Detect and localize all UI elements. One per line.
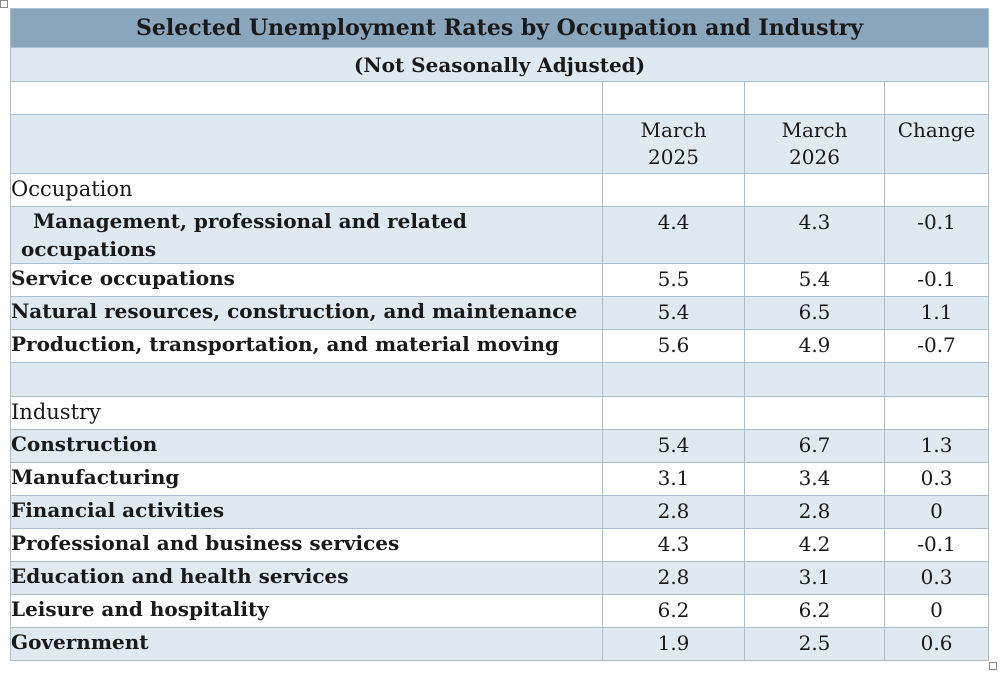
row-label: Management, professional and related occ… bbox=[10, 206, 603, 264]
header-label-cell bbox=[10, 114, 603, 174]
value-2026: 2.5 bbox=[744, 627, 885, 661]
value-2026: 6.2 bbox=[744, 594, 885, 628]
empty-cell bbox=[883, 396, 990, 430]
value-2026: 5.4 bbox=[744, 263, 885, 297]
row-label: Financial activities bbox=[10, 495, 603, 529]
value-change: -0.1 bbox=[883, 206, 990, 264]
value-2026: 4.3 bbox=[744, 206, 885, 264]
table-row: Service occupations 5.5 5.4 -0.1 bbox=[10, 263, 990, 297]
value-change: -0.1 bbox=[883, 528, 990, 562]
table-row: Manufacturing 3.1 3.4 0.3 bbox=[10, 462, 990, 496]
value-2026: 2.8 bbox=[744, 495, 885, 529]
empty-cell bbox=[744, 362, 885, 397]
row-label: Professional and business services bbox=[10, 528, 603, 562]
value-change: 0.3 bbox=[883, 561, 990, 595]
value-change: -0.1 bbox=[883, 263, 990, 297]
table-row: Management, professional and related occ… bbox=[10, 206, 990, 264]
table-row: Construction 5.4 6.7 1.3 bbox=[10, 429, 990, 463]
value-2026: 6.7 bbox=[744, 429, 885, 463]
empty-cell bbox=[744, 173, 885, 207]
value-2025: 2.8 bbox=[602, 561, 745, 595]
row-label: Government bbox=[10, 627, 603, 661]
value-2026: 4.2 bbox=[744, 528, 885, 562]
table-row: Financial activities 2.8 2.8 0 bbox=[10, 495, 990, 529]
empty-cell bbox=[883, 362, 990, 397]
value-change: 1.1 bbox=[883, 296, 990, 330]
empty-cell bbox=[602, 396, 745, 430]
empty-cell bbox=[744, 396, 885, 430]
table-row: Leisure and hospitality 6.2 6.2 0 bbox=[10, 594, 990, 628]
value-change: -0.7 bbox=[883, 329, 990, 363]
value-change: 0 bbox=[883, 594, 990, 628]
value-change: 0.6 bbox=[883, 627, 990, 661]
table-subtitle: (Not Seasonally Adjusted) bbox=[9, 47, 990, 82]
value-2026: 3.4 bbox=[744, 462, 885, 496]
section-label-industry: Industry bbox=[10, 396, 603, 430]
section-label-occupation: Occupation bbox=[10, 173, 603, 207]
table-row: Government 1.9 2.5 0.6 bbox=[10, 627, 990, 661]
table-title: Selected Unemployment Rates by Occupatio… bbox=[9, 8, 990, 48]
empty-cell bbox=[10, 362, 603, 397]
table-row: Natural resources, construction, and mai… bbox=[10, 296, 990, 330]
header-change: Change bbox=[883, 114, 990, 174]
value-2026: 4.9 bbox=[744, 329, 885, 363]
value-change: 0 bbox=[883, 495, 990, 529]
value-2025: 5.4 bbox=[602, 429, 745, 463]
table-row: Professional and business services 4.3 4… bbox=[10, 528, 990, 562]
row-label: Construction bbox=[10, 429, 603, 463]
header-march-2025: March 2025 bbox=[602, 114, 745, 174]
table-resize-handle-bottom-right[interactable] bbox=[989, 662, 997, 670]
value-2025: 6.2 bbox=[602, 594, 745, 628]
value-2025: 5.5 bbox=[602, 263, 745, 297]
value-change: 0.3 bbox=[883, 462, 990, 496]
empty-cell bbox=[602, 362, 745, 397]
empty-cell bbox=[744, 81, 885, 115]
empty-cell bbox=[10, 81, 603, 115]
empty-cell bbox=[883, 81, 990, 115]
row-label: Education and health services bbox=[10, 561, 603, 595]
value-2025: 5.4 bbox=[602, 296, 745, 330]
header-march-2026: March 2026 bbox=[744, 114, 885, 174]
table-row: Production, transportation, and material… bbox=[10, 329, 990, 363]
row-label: Manufacturing bbox=[10, 462, 603, 496]
value-2026: 6.5 bbox=[744, 296, 885, 330]
row-label: Production, transportation, and material… bbox=[10, 329, 603, 363]
value-2025: 1.9 bbox=[602, 627, 745, 661]
empty-cell bbox=[602, 173, 745, 207]
value-2025: 2.8 bbox=[602, 495, 745, 529]
unemployment-table: Selected Unemployment Rates by Occupatio… bbox=[9, 8, 990, 661]
value-change: 1.3 bbox=[883, 429, 990, 463]
value-2025: 4.3 bbox=[602, 528, 745, 562]
row-label: Service occupations bbox=[10, 263, 603, 297]
value-2025: 3.1 bbox=[602, 462, 745, 496]
row-label: Natural resources, construction, and mai… bbox=[10, 296, 603, 330]
value-2025: 5.6 bbox=[602, 329, 745, 363]
empty-cell bbox=[602, 81, 745, 115]
row-label: Leisure and hospitality bbox=[10, 594, 603, 628]
value-2025: 4.4 bbox=[602, 206, 745, 264]
empty-cell bbox=[883, 173, 990, 207]
table-resize-handle-top-left[interactable] bbox=[0, 0, 8, 8]
value-2026: 3.1 bbox=[744, 561, 885, 595]
table-row: Education and health services 2.8 3.1 0.… bbox=[10, 561, 990, 595]
